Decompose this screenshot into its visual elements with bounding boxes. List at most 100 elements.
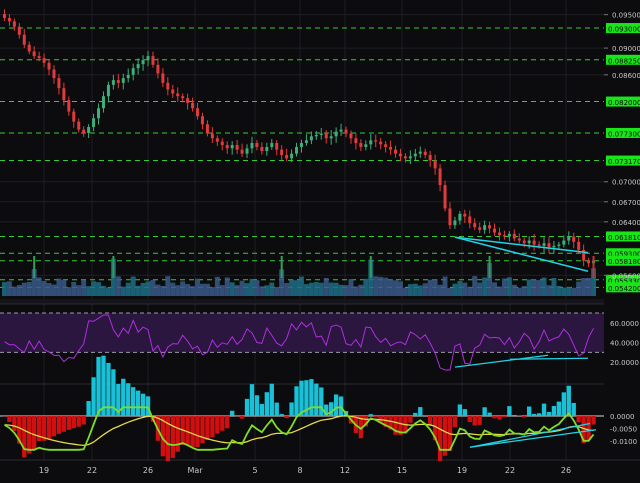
volume-bar [240, 281, 245, 296]
macd-histogram-bar [527, 407, 531, 416]
macd-histogram-bar [32, 416, 36, 449]
volume-bar [403, 288, 408, 296]
macd-histogram-bar [413, 413, 417, 416]
volume-bar [155, 285, 160, 296]
volume-bar [91, 281, 96, 296]
volume-bar [373, 276, 378, 296]
volume-bar [388, 279, 393, 296]
volume-bar [254, 280, 259, 296]
volume-bar [408, 284, 413, 296]
macd-histogram-bar [77, 416, 81, 427]
candle-body [151, 56, 154, 65]
candle-body [102, 96, 105, 108]
candle-body [577, 242, 580, 250]
candle-body [419, 152, 422, 154]
volume-bar [339, 285, 344, 296]
candle-body [270, 143, 273, 147]
date-tick-label: 19 [39, 466, 49, 475]
price-level-label: 0.088250 [608, 57, 640, 65]
candle-body [399, 154, 402, 157]
volume-bar [462, 283, 467, 296]
volume-bar [2, 282, 7, 296]
macd-histogram-bar [245, 399, 249, 416]
candle-body [310, 136, 313, 140]
macd-histogram-bar [91, 377, 95, 416]
candle-body [305, 140, 308, 143]
volume-bar [457, 281, 462, 296]
volume-bar [250, 279, 255, 296]
macd-histogram-bar [255, 395, 259, 416]
volume-bar [76, 285, 81, 296]
macd-histogram-bar [309, 379, 313, 416]
price-level-label: 0.082000 [608, 99, 640, 107]
candle-body [547, 243, 550, 247]
macd-histogram-bar [57, 416, 61, 434]
macd-histogram-bar [408, 416, 412, 423]
macd-histogram-bar [275, 403, 279, 416]
candle-body [112, 80, 115, 85]
candle-body [463, 214, 466, 217]
candle-body [176, 94, 179, 97]
candle-body [206, 124, 209, 133]
candle-body [557, 245, 560, 246]
volume-bar [497, 286, 502, 296]
volume-bar [195, 279, 200, 296]
macd-histogram-bar [458, 404, 462, 416]
volume-bar [532, 280, 537, 296]
rsi-tick-label: 40.0000 [610, 340, 639, 348]
candle-body [409, 156, 412, 158]
candle-body [404, 156, 407, 158]
macd-histogram-bar [374, 416, 378, 417]
candle-body [196, 108, 199, 116]
macd-histogram-bar [171, 416, 175, 458]
volume-bar [309, 283, 314, 296]
volume-bar [205, 284, 210, 296]
macd-histogram-bar [468, 416, 472, 422]
macd-histogram-bar [294, 386, 298, 416]
macd-histogram-bar [52, 416, 56, 436]
candle-body [572, 237, 575, 242]
volume-bar [561, 288, 566, 296]
volume-bar [165, 276, 170, 296]
volume-bar [141, 283, 146, 296]
volume-bar [225, 277, 230, 296]
candle-body [340, 130, 343, 132]
date-tick-label: 5 [252, 466, 257, 475]
candle-body [523, 241, 526, 244]
candle-body [255, 143, 258, 147]
macd-histogram-bar [265, 392, 269, 416]
macd-histogram-bar [141, 394, 145, 416]
macd-histogram-bar [47, 416, 51, 439]
volume-bar [37, 277, 42, 296]
macd-histogram-bar [478, 416, 482, 425]
volume-bar [274, 287, 279, 296]
volume-bar [547, 285, 552, 296]
candle-body [156, 65, 159, 74]
volume-bar [269, 283, 274, 296]
candle-body [260, 147, 263, 151]
macd-histogram-bar [205, 416, 209, 440]
price-level-label: 0.077300 [608, 130, 640, 138]
macd-histogram-bar [319, 387, 323, 416]
candle-body [552, 246, 555, 247]
candle-body [161, 73, 164, 82]
price-level-label: 0.054200 [608, 285, 640, 293]
macd-histogram-bar [418, 407, 422, 416]
volume-bar [180, 281, 185, 296]
candle-body [349, 134, 352, 139]
macd-histogram-bar [487, 413, 491, 416]
candle-body [211, 134, 214, 139]
candle-body [147, 56, 150, 60]
macd-histogram-bar [230, 411, 234, 416]
volume-bar [259, 286, 264, 296]
candle-body [374, 140, 377, 141]
volume-bar [576, 282, 581, 296]
candle-body [528, 241, 531, 244]
macd-histogram-bar [210, 416, 214, 437]
macd-histogram-bar [334, 394, 338, 416]
